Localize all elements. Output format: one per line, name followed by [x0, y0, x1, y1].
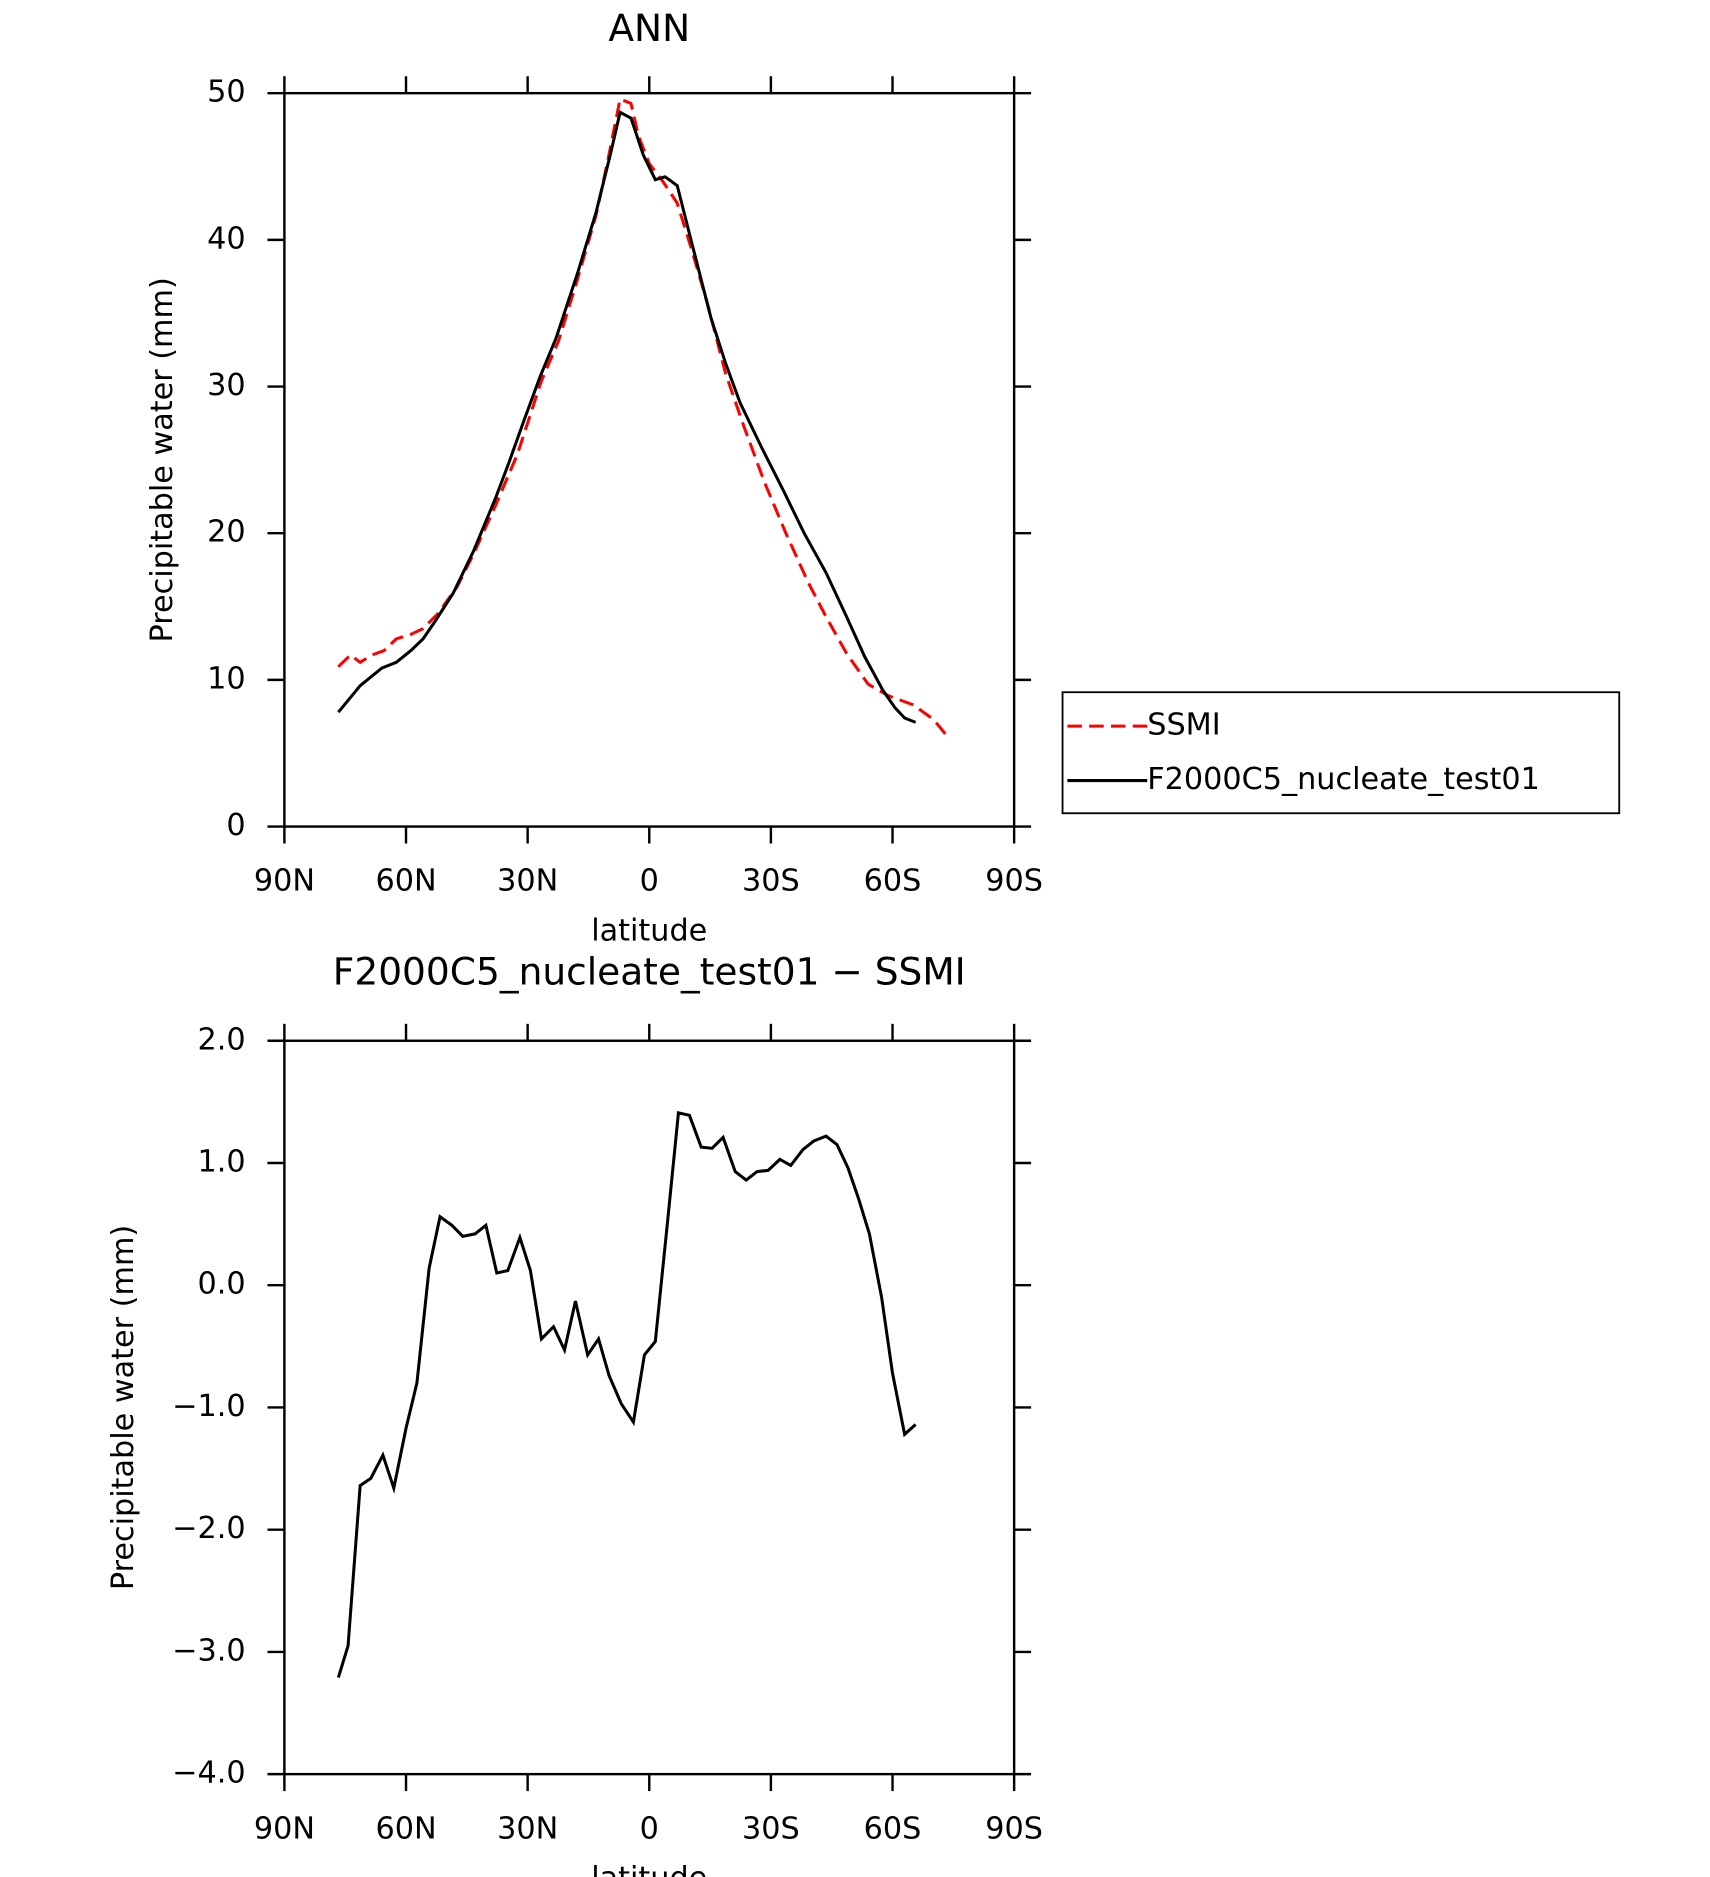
- data-line: [337, 96, 951, 740]
- y-tick-label: −1.0: [172, 1389, 245, 1424]
- y-tick-label: 50: [207, 75, 246, 110]
- legend-label: F2000C5_nucleate_test01: [1147, 762, 1540, 797]
- chart-title: F2000C5_nucleate_test01 − SSMI: [333, 950, 966, 994]
- y-tick-label: 0: [226, 808, 245, 843]
- x-tick-label: 90S: [985, 1811, 1043, 1846]
- x-tick-label: 30S: [742, 1811, 800, 1846]
- x-tick-label: 90N: [254, 864, 315, 899]
- x-tick-label: 30S: [742, 864, 800, 899]
- y-tick-label: 2.0: [198, 1022, 246, 1057]
- y-tick-label: −4.0: [172, 1756, 245, 1791]
- y-axis-label: Precipitable water (mm): [145, 277, 180, 642]
- data-line: [336, 1111, 917, 1679]
- x-tick-label: 0: [640, 1811, 659, 1846]
- y-tick-label: 1.0: [198, 1144, 246, 1179]
- x-tick-label: 0: [640, 864, 659, 899]
- x-axis-label: latitude: [591, 913, 707, 948]
- x-tick-label: 90N: [254, 1811, 315, 1846]
- plot-frame: [283, 1039, 1016, 1776]
- chart-title: ANN: [608, 6, 690, 50]
- x-tick-label: 60S: [864, 864, 922, 899]
- x-tick-label: 60N: [375, 1811, 436, 1846]
- x-tick-label: 60S: [864, 1811, 922, 1846]
- y-tick-label: −2.0: [172, 1511, 245, 1546]
- y-tick-label: 40: [207, 221, 246, 256]
- y-tick-label: 30: [207, 368, 246, 403]
- plot-frame: [283, 91, 1016, 828]
- legend-box: [1061, 691, 1621, 815]
- x-axis-label: latitude: [591, 1861, 707, 1877]
- y-tick-label: −3.0: [172, 1633, 245, 1668]
- y-tick-label: 0.0: [198, 1267, 246, 1302]
- x-tick-label: 30N: [497, 864, 558, 899]
- legend-label: SSMI: [1147, 708, 1220, 743]
- y-tick-label: 10: [207, 661, 246, 696]
- data-line: [337, 110, 917, 724]
- y-axis-label: Precipitable water (mm): [106, 1225, 141, 1590]
- x-tick-label: 30N: [497, 1811, 558, 1846]
- x-tick-label: 60N: [375, 864, 436, 899]
- x-tick-label: 90S: [985, 864, 1043, 899]
- y-tick-label: 20: [207, 515, 246, 550]
